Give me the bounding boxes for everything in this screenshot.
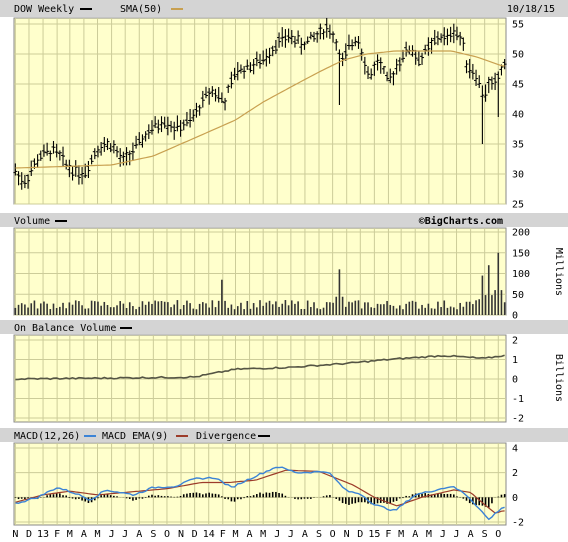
volume-legend-swatch bbox=[55, 220, 67, 222]
x-tick-label: A bbox=[412, 529, 418, 540]
price-tick-label: 50 bbox=[512, 50, 524, 61]
x-axis-labels: N D 13 F M A M J J A S O N D 14 F M A M J J A S O N D 15 F M A M J J A S O bbox=[12, 529, 501, 540]
x-tick-label: N bbox=[178, 529, 184, 540]
x-tick-label: J bbox=[274, 529, 280, 540]
macd-ema-label: MACD EMA(9) bbox=[102, 431, 168, 442]
x-tick-label: A bbox=[136, 529, 142, 540]
macd-ema-legend-swatch bbox=[176, 435, 188, 437]
x-tick-label: O bbox=[495, 529, 501, 540]
price-tick-label: 30 bbox=[512, 170, 524, 181]
x-tick-label: J bbox=[454, 529, 460, 540]
price-bars bbox=[13, 17, 507, 190]
x-tick-label: A bbox=[302, 529, 308, 540]
sma-legend-swatch bbox=[171, 8, 183, 10]
obv-axis: -2 -1 0 1 2 bbox=[512, 336, 524, 425]
obv-legend-swatch bbox=[120, 327, 132, 329]
obv-header bbox=[0, 320, 568, 334]
x-tick-label: N bbox=[12, 529, 18, 540]
obv-tick-label: 2 bbox=[512, 336, 518, 347]
x-tick-label: S bbox=[150, 529, 156, 540]
x-tick-label: J bbox=[109, 529, 115, 540]
obv-unit-label: Billions bbox=[553, 354, 564, 402]
macd-tick-label: 2 bbox=[512, 468, 518, 479]
macd-legend-swatch bbox=[84, 435, 96, 437]
volume-tick-label: 150 bbox=[512, 248, 530, 259]
x-tick-label: M bbox=[426, 529, 432, 540]
x-tick-label: D bbox=[192, 529, 198, 540]
x-tick-label: A bbox=[247, 529, 253, 540]
obv-tick-label: 0 bbox=[512, 375, 518, 386]
macd-panel: -2 0 2 4 bbox=[13, 442, 524, 529]
volume-tick-label: 200 bbox=[512, 228, 530, 239]
x-tick-label: A bbox=[81, 529, 87, 540]
price-tick-label: 45 bbox=[512, 80, 524, 91]
volume-bars bbox=[14, 252, 506, 315]
price-tick-label: 40 bbox=[512, 110, 524, 121]
x-tick-label: 13 bbox=[37, 529, 49, 540]
x-tick-label: D bbox=[26, 529, 32, 540]
x-tick-label: M bbox=[94, 529, 100, 540]
divergence-label: Divergence bbox=[196, 431, 256, 442]
x-tick-label: F bbox=[54, 529, 60, 540]
macd-line bbox=[15, 466, 505, 521]
volume-tick-label: 100 bbox=[512, 269, 530, 280]
obv-tick-label: 1 bbox=[512, 355, 518, 366]
volume-header bbox=[0, 213, 568, 227]
sma-label: SMA(50) bbox=[120, 4, 162, 15]
volume-label: Volume bbox=[14, 216, 50, 227]
macd-tick-label: -2 bbox=[512, 518, 524, 529]
volume-unit-label: Millions bbox=[553, 248, 564, 296]
macd-label: MACD(12,26) bbox=[14, 431, 80, 442]
macd-tick-label: 0 bbox=[512, 493, 518, 504]
price-plot-bg bbox=[13, 17, 507, 205]
price-axis: 25 30 35 40 45 50 55 bbox=[512, 20, 524, 211]
divergence-legend-swatch bbox=[258, 435, 270, 437]
obv-panel: -2 -1 0 1 2 Billions bbox=[13, 334, 564, 425]
symbol-label: DOW Weekly bbox=[14, 4, 74, 15]
macd-plot-bg bbox=[13, 442, 507, 526]
x-tick-label: J bbox=[440, 529, 446, 540]
x-tick-label: O bbox=[330, 529, 336, 540]
x-tick-label: J bbox=[288, 529, 294, 540]
volume-panel: 0 50 100 150 200 Millions bbox=[13, 227, 564, 322]
x-tick-label: N bbox=[344, 529, 350, 540]
x-tick-label: S bbox=[482, 529, 488, 540]
x-tick-label: 14 bbox=[203, 529, 215, 540]
x-tick-label: F bbox=[220, 529, 226, 540]
chart-date: 10/18/15 bbox=[507, 4, 555, 15]
volume-tick-label: 50 bbox=[512, 290, 524, 301]
sma-line bbox=[15, 50, 505, 169]
macd-ema-line bbox=[15, 469, 505, 514]
obv-tick-label: -1 bbox=[512, 394, 524, 405]
obv-tick-label: -2 bbox=[512, 414, 524, 425]
x-tick-label: F bbox=[385, 529, 391, 540]
x-tick-label: S bbox=[316, 529, 322, 540]
obv-grid bbox=[14, 335, 506, 422]
x-tick-label: D bbox=[357, 529, 363, 540]
price-tick-label: 35 bbox=[512, 140, 524, 151]
obv-label: On Balance Volume bbox=[14, 323, 116, 334]
x-tick-label: M bbox=[232, 529, 238, 540]
macd-header bbox=[0, 428, 568, 442]
obv-line bbox=[15, 354, 505, 381]
volume-axis: 0 50 100 150 200 bbox=[512, 228, 530, 322]
symbol-legend-swatch bbox=[80, 8, 92, 10]
x-tick-label: M bbox=[398, 529, 404, 540]
macd-tick-label: 4 bbox=[512, 444, 518, 455]
watermark: ©BigCharts.com bbox=[419, 215, 503, 227]
volume-tick-label: 0 bbox=[512, 311, 518, 322]
price-tick-label: 25 bbox=[512, 200, 524, 211]
header-strip bbox=[0, 0, 568, 17]
x-tick-label: A bbox=[468, 529, 474, 540]
price-panel: 25 30 35 40 45 50 55 bbox=[13, 17, 524, 211]
divergence-bars bbox=[14, 491, 506, 508]
x-tick-label: O bbox=[164, 529, 170, 540]
macd-axis: -2 0 2 4 bbox=[512, 444, 524, 529]
x-tick-label: 15 bbox=[368, 529, 380, 540]
x-tick-label: J bbox=[122, 529, 128, 540]
price-tick-label: 55 bbox=[512, 20, 524, 31]
x-tick-label: M bbox=[67, 529, 73, 540]
x-tick-label: M bbox=[260, 529, 266, 540]
